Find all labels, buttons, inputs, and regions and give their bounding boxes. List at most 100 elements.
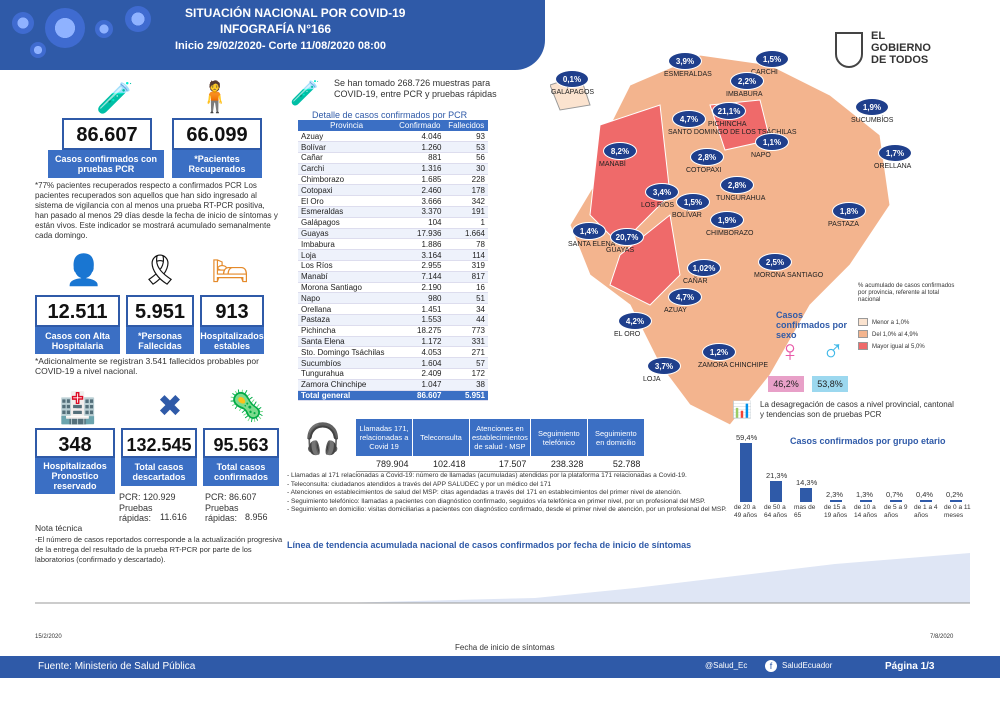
table-cell: Carchi: [298, 163, 396, 175]
deceased-label: *Personas Fallecidas: [126, 327, 194, 354]
table-cell: 331: [444, 336, 488, 348]
table-row: Manabí 7.144 817: [298, 271, 488, 283]
map-bubble: 1,2%: [702, 343, 736, 361]
coat-of-arms-icon: [835, 32, 863, 68]
table-cell: 881: [395, 152, 445, 164]
footer-source: Fuente: Ministerio de Salud Pública: [38, 661, 196, 672]
table-row: Chimborazo 1.685 228: [298, 174, 488, 186]
male-icon: ♂: [821, 335, 845, 368]
age-bar-label: 21,3%: [766, 470, 788, 480]
calls-notes: - Llamadas al 171 relacionadas a Covid-1…: [287, 472, 752, 515]
table-cell: 86.607: [395, 390, 445, 402]
calls-table: Llamadas 171, relacionadas a Covid 19 Tel…: [355, 418, 645, 472]
table-cell: Bolívar: [298, 141, 396, 154]
logo-text: DE TODOS: [871, 54, 929, 66]
table-cell: Total general: [298, 390, 396, 402]
table-row: Cañar 881 56: [298, 152, 488, 164]
map-bubble: 4,2%: [618, 312, 652, 330]
table-cell: Napo: [298, 292, 396, 305]
table-cell: 5.951: [444, 390, 488, 402]
table-row: El Oro 3.666 342: [298, 195, 488, 208]
province-name: CARCHI: [751, 69, 778, 76]
table-cell: Pastaza: [298, 314, 396, 326]
age-category: de 1 a 4 años: [914, 504, 938, 519]
virus-icon: [30, 42, 46, 58]
calls-value: 102.418: [412, 456, 470, 472]
discarded-rapid-label: Pruebas rápidas:: [119, 503, 153, 523]
female-percent: 46,2%: [768, 376, 804, 392]
discharged-count: 12.511: [35, 295, 120, 327]
table-row: Sucumbíos 1.604 57: [298, 357, 488, 370]
map-bubble: 1,9%: [855, 98, 889, 116]
patient-bed-icon: 🏥: [59, 391, 97, 425]
map-bubble: 1,5%: [676, 193, 710, 211]
age-bar-label: 1,3%: [856, 490, 874, 499]
page-subtitle: INFOGRAFÍA N°166: [220, 22, 332, 36]
province-name: BOLÍVAR: [672, 212, 702, 219]
ecuador-map: [550, 54, 890, 426]
table-cell: Chimborazo: [298, 174, 396, 186]
female-icon: ♀: [778, 335, 802, 368]
map-bubble: 1,8%: [832, 202, 866, 220]
table-row: Cotopaxi 2.460 178: [298, 184, 488, 197]
confirmed-pcr: PCR: 86.607: [205, 492, 257, 502]
twitter-handle[interactable]: @Salud_Ec: [705, 661, 748, 670]
age-bar: [770, 480, 782, 502]
age-bar-label: 0,2%: [946, 490, 964, 499]
age-bar: [890, 500, 902, 502]
tech-note-body: -El número de casos reportados correspon…: [35, 535, 283, 564]
age-bar-label: 59,4%: [736, 432, 758, 442]
age-category: de 5 a 9 años: [884, 504, 908, 519]
province-name: SANTO DOMINGO DE LOS TSÁCHILAS: [668, 129, 797, 136]
page-number: Página 1/3: [885, 661, 935, 672]
map-bubble: 1,02%: [687, 259, 721, 277]
age-bar: [830, 499, 842, 502]
table-cell: 3.666: [395, 195, 445, 208]
calls-note: - Atenciones en establecimientos de salu…: [287, 489, 682, 496]
call-center-icon: 🎧: [304, 422, 342, 456]
province-name: CHIMBORAZO: [706, 230, 754, 237]
discarded-count: 132.545: [121, 428, 197, 458]
map-bubble: 1,9%: [710, 211, 744, 229]
legend-swatch: [858, 318, 868, 326]
table-cell: 1.172: [395, 336, 445, 348]
header-banner: SITUACIÓN NACIONAL POR COVID-19 INFOGRAF…: [0, 0, 545, 70]
age-category: de 10 a 14 años: [854, 504, 878, 519]
table-cell: 817: [444, 271, 488, 283]
table-cell: 1.260: [395, 141, 445, 154]
table-row: Los Ríos 2.955 319: [298, 260, 488, 272]
age-bar: [740, 442, 752, 502]
table-row: Morona Santiago 2.190 16: [298, 282, 488, 294]
recovered-label: *Pacientes Recuperados: [172, 150, 262, 178]
virus-icon: [95, 20, 113, 38]
facebook-handle[interactable]: SaludEcuador: [782, 661, 833, 670]
test-tubes-icon: 🧪: [290, 79, 320, 107]
table-row: Pastaza 1.553 44: [298, 314, 488, 326]
age-category: de 50 a 64 años: [764, 504, 788, 519]
table-cell: 104: [395, 217, 445, 229]
table-cell: 17.936: [395, 228, 445, 240]
table-cell: 271: [444, 346, 488, 359]
table-cell: 78: [444, 238, 488, 251]
facebook-icon[interactable]: f: [765, 660, 777, 672]
calls-header: Atenciones en establecimientos de salud …: [469, 418, 531, 457]
map-bubble: 21,1%: [712, 102, 746, 120]
trend-first-date: 15/2/2020: [35, 634, 62, 640]
table-cell: Orellana: [298, 303, 396, 316]
mourning-ribbon-icon: 🎗: [140, 253, 180, 287]
table-cell: 191: [444, 206, 488, 218]
table-cell: Galápagos: [298, 217, 396, 229]
province-name: GUAYAS: [606, 247, 635, 254]
table-cell: Cotopaxi: [298, 184, 396, 197]
province-name: LOJA: [643, 376, 661, 383]
sex-title: Casos confirmados por sexo: [776, 310, 848, 340]
table-cell: El Oro: [298, 195, 396, 208]
table-cell: 2.955: [395, 260, 445, 272]
virus-icon: [12, 12, 34, 34]
infected-person-icon: 🦠: [228, 389, 266, 423]
legend-swatch: [858, 330, 868, 338]
table-row: Tungurahua 2.409 172: [298, 368, 488, 380]
confirmed-rapid: 8.956: [245, 512, 268, 522]
table-cell: Guayas: [298, 228, 396, 240]
calls-value: 238.328: [530, 456, 588, 472]
